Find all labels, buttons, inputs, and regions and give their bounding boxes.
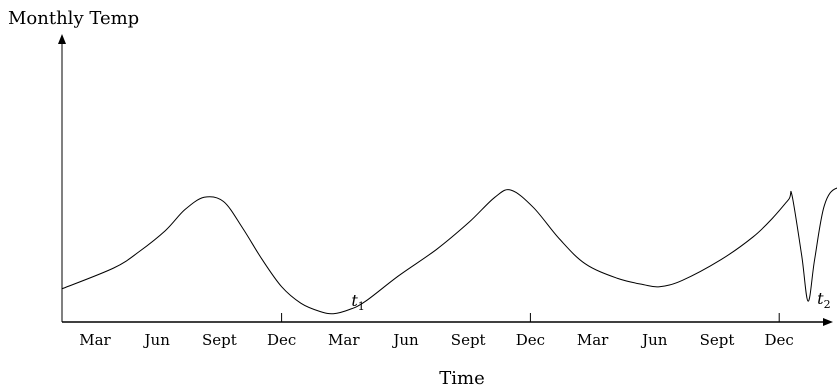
series-layer xyxy=(61,187,837,315)
y-axis-arrow xyxy=(58,34,66,44)
x-axis-title: Time xyxy=(439,368,484,389)
x-tick-label: Dec xyxy=(516,331,545,349)
axes xyxy=(58,34,833,326)
x-axis-arrow xyxy=(823,318,833,326)
x-tick-label: Sept xyxy=(202,331,237,349)
x-tick-group: Mar Jun Sept Dec Mar Jun Sept Dec Mar Jun Sept Dec xyxy=(79,313,794,349)
x-tick-label: Mar xyxy=(577,331,609,349)
temperature-series-line xyxy=(61,187,837,315)
x-tick-label: Jun xyxy=(143,331,171,349)
x-tick-label: Mar xyxy=(79,331,111,349)
annotation-label: t1 xyxy=(351,291,364,313)
x-tick-label: Mar xyxy=(328,331,360,349)
y-axis-title: Monthly Temp xyxy=(8,8,139,29)
annotation-label: t2 xyxy=(817,289,830,311)
x-tick-label: Jun xyxy=(391,331,419,349)
x-tick-label: Dec xyxy=(267,331,296,349)
x-tick-label: Sept xyxy=(700,331,735,349)
x-tick-label: Dec xyxy=(765,331,794,349)
annotation-layer: t1 t2 xyxy=(351,289,830,313)
x-tick-label: Jun xyxy=(640,331,668,349)
x-tick-label: Sept xyxy=(451,331,486,349)
